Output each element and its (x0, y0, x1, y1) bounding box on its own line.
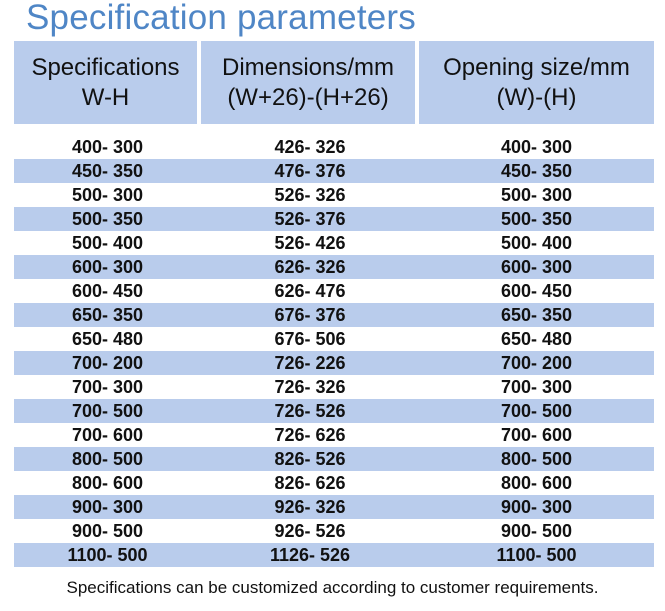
cell-opening-size: 700- 600 (500, 425, 573, 445)
cell-specification: 700- 600 (71, 425, 144, 445)
table-row: 800- 600 826- 626 800- 600 (14, 471, 654, 495)
table-row: 900- 500 926- 526 900- 500 (14, 519, 654, 543)
cell-opening-size: 800- 600 (500, 473, 573, 493)
header-opening-size-line1: Opening size/mm (443, 53, 630, 81)
page-title: Specification parameters (26, 0, 416, 37)
cell-opening-size: 900- 500 (500, 521, 573, 541)
cell-dimensions: 526- 326 (274, 185, 346, 205)
cell-dimensions: 626- 476 (274, 281, 346, 301)
table-row: 400- 300 426- 326 400- 300 (14, 135, 654, 159)
spec-table: Specifications W-H Dimensions/mm (W+26)-… (14, 41, 654, 567)
cell-dimensions: 826- 626 (274, 473, 346, 493)
cell-specification: 600- 450 (71, 281, 144, 301)
table-row: 700- 500 726- 526 700- 500 (14, 399, 654, 423)
cell-opening-size: 700- 500 (500, 401, 573, 421)
cell-specification: 900- 500 (71, 521, 144, 541)
cell-opening-size: 500- 350 (500, 209, 573, 229)
cell-opening-size: 650- 480 (500, 329, 573, 349)
cell-specification: 400- 300 (71, 137, 144, 157)
table-row: 700- 600 726- 626 700- 600 (14, 423, 654, 447)
cell-dimensions: 726- 326 (274, 377, 346, 397)
cell-dimensions: 676- 376 (274, 305, 346, 325)
table-row: 800- 500 826- 526 800- 500 (14, 447, 654, 471)
table-row: 650- 350 676- 376 650- 350 (14, 303, 654, 327)
cell-opening-size: 700- 300 (500, 377, 573, 397)
footer-note: Specifications can be customized accordi… (66, 578, 599, 597)
cell-specification: 900- 300 (71, 497, 144, 517)
table-row: 600- 450 626- 476 600- 450 (14, 279, 654, 303)
cell-specification: 800- 600 (71, 473, 144, 493)
cell-specification: 800- 500 (71, 449, 144, 469)
table-row: 500- 400 526- 426 500- 400 (14, 231, 654, 255)
table-row: 700- 200 726- 226 700- 200 (14, 351, 654, 375)
cell-opening-size: 450- 350 (500, 161, 573, 181)
cell-dimensions: 676- 506 (274, 329, 346, 349)
cell-specification: 500- 300 (71, 185, 144, 205)
cell-specification: 1100- 500 (67, 545, 148, 565)
cell-opening-size: 500- 300 (500, 185, 573, 205)
cell-specification: 450- 350 (71, 161, 144, 181)
cell-specification: 500- 350 (71, 209, 144, 229)
table-row: 450- 350 476- 376 450- 350 (14, 159, 654, 183)
header-dimensions-line2: (W+26)-(H+26) (227, 83, 389, 111)
cell-opening-size: 600- 450 (500, 281, 573, 301)
cell-specification: 700- 300 (71, 377, 144, 397)
table-row: 700- 300 726- 326 700- 300 (14, 375, 654, 399)
cell-opening-size: 800- 500 (500, 449, 573, 469)
cell-specification: 700- 200 (71, 353, 144, 373)
cell-dimensions: 726- 526 (274, 401, 346, 421)
cell-dimensions: 726- 226 (274, 353, 346, 373)
cell-specification: 700- 500 (71, 401, 144, 421)
table-header-row: Specifications W-H Dimensions/mm (W+26)-… (14, 41, 654, 124)
cell-dimensions: 926- 326 (274, 497, 346, 517)
cell-dimensions: 476- 376 (274, 161, 346, 181)
table-row: 650- 480 676- 506 650- 480 (14, 327, 654, 351)
table-row: 500- 350 526- 376 500- 350 (14, 207, 654, 231)
header-dimensions-line1: Dimensions/mm (221, 53, 395, 81)
table-row: 1100- 500 1126- 526 1100- 500 (14, 543, 654, 567)
cell-dimensions: 626- 326 (274, 257, 346, 277)
table-row: 600- 300 626- 326 600- 300 (14, 255, 654, 279)
cell-dimensions: 1126- 526 (269, 545, 351, 565)
cell-specification: 650- 480 (71, 329, 144, 349)
cell-opening-size: 1100- 500 (496, 545, 577, 565)
cell-opening-size: 500- 400 (500, 233, 573, 253)
header-specifications: Specifications W-H (14, 41, 197, 124)
header-opening-size-line2: (W)-(H) (496, 83, 577, 111)
cell-opening-size: 650- 350 (500, 305, 573, 325)
cell-opening-size: 700- 200 (500, 353, 573, 373)
cell-dimensions: 726- 626 (274, 425, 346, 445)
cell-dimensions: 426- 326 (274, 137, 346, 157)
table-row: 900- 300 926- 326 900- 300 (14, 495, 654, 519)
table-row: 500- 300 526- 326 500- 300 (14, 183, 654, 207)
header-specifications-line2: W-H (81, 83, 130, 111)
header-specifications-line1: Specifications (31, 53, 180, 81)
cell-specification: 600- 300 (71, 257, 144, 277)
cell-opening-size: 400- 300 (500, 137, 573, 157)
cell-specification: 500- 400 (71, 233, 144, 253)
cell-dimensions: 526- 376 (274, 209, 346, 229)
header-dimensions: Dimensions/mm (W+26)-(H+26) (201, 41, 415, 124)
cell-dimensions: 826- 526 (274, 449, 346, 469)
cell-specification: 650- 350 (71, 305, 144, 325)
cell-opening-size: 900- 300 (500, 497, 573, 517)
cell-opening-size: 600- 300 (500, 257, 573, 277)
cell-dimensions: 926- 526 (274, 521, 346, 541)
cell-dimensions: 526- 426 (274, 233, 346, 253)
header-opening-size: Opening size/mm (W)-(H) (419, 41, 654, 124)
table-body: 400- 300 426- 326 400- 300 450- 350 476- 376… (14, 135, 654, 567)
